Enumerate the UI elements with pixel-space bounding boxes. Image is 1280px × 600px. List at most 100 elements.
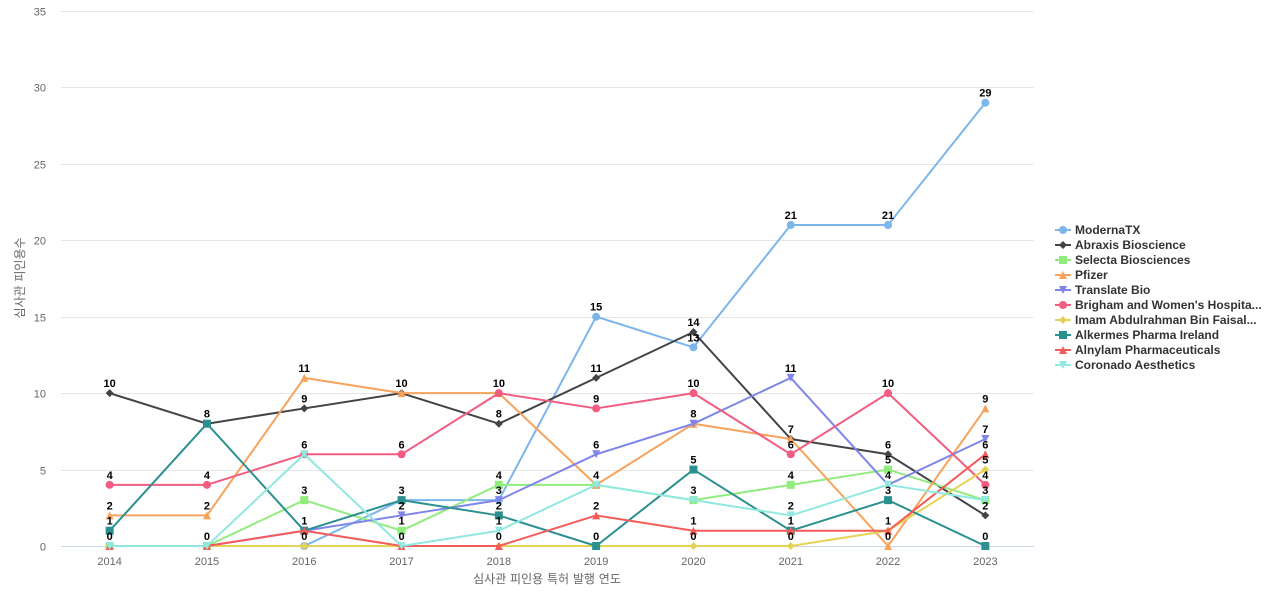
data-label: 3 bbox=[885, 485, 891, 497]
y-tick-label: 0 bbox=[40, 542, 46, 554]
data-label: 8 bbox=[496, 409, 502, 421]
series-point bbox=[494, 511, 503, 520]
y-tick-label: 15 bbox=[34, 313, 46, 325]
series-point bbox=[981, 450, 990, 459]
series-point bbox=[786, 450, 795, 459]
legend-item: Alkermes Pharma Ireland bbox=[1055, 328, 1219, 342]
series-point bbox=[981, 465, 990, 474]
data-label: 0 bbox=[593, 531, 599, 543]
data-label: 1 bbox=[690, 516, 696, 528]
series-point bbox=[592, 312, 601, 321]
data-label: 29 bbox=[979, 88, 991, 100]
series-point bbox=[494, 419, 503, 428]
legend-item: Coronado Aesthetics bbox=[1055, 358, 1196, 372]
data-label: 9 bbox=[301, 393, 307, 405]
series-point bbox=[494, 542, 503, 550]
series-point bbox=[202, 511, 211, 520]
legend-item: Selecta Biosciences bbox=[1055, 253, 1191, 267]
series-point bbox=[105, 526, 114, 535]
data-label: 0 bbox=[301, 531, 307, 543]
x-tick-label: 2019 bbox=[584, 556, 608, 568]
data-label: 21 bbox=[882, 210, 894, 222]
series-point bbox=[981, 511, 990, 520]
series-point bbox=[494, 526, 503, 535]
data-label: 4 bbox=[593, 470, 600, 482]
series-point bbox=[105, 511, 114, 520]
series-point bbox=[786, 221, 795, 229]
y-tick-label: 30 bbox=[34, 83, 46, 95]
series-point bbox=[689, 496, 698, 505]
data-label: 2 bbox=[398, 500, 404, 512]
series bbox=[105, 450, 990, 550]
y-axis-ticks: 0 5 10 15 20 25 30 35 bbox=[34, 7, 46, 554]
series-point bbox=[884, 389, 893, 398]
data-label: 3 bbox=[982, 485, 988, 497]
series-point bbox=[300, 404, 309, 413]
data-label: 4 bbox=[107, 470, 114, 482]
series-point bbox=[786, 373, 795, 382]
series-point bbox=[981, 496, 990, 505]
data-label: 1 bbox=[301, 516, 307, 528]
y-tick-label: 5 bbox=[40, 466, 46, 478]
series-point bbox=[300, 373, 309, 382]
series-point bbox=[494, 389, 503, 398]
data-label: 1 bbox=[398, 516, 404, 528]
series-point bbox=[592, 404, 601, 413]
data-label: 6 bbox=[593, 439, 599, 451]
data-label: 7 bbox=[788, 424, 794, 436]
series-point bbox=[494, 480, 503, 489]
series-point bbox=[884, 496, 893, 505]
series-point bbox=[1059, 241, 1067, 249]
series-line bbox=[109, 468, 986, 547]
series-point bbox=[300, 526, 309, 535]
x-tick-label: 2017 bbox=[389, 556, 413, 568]
series-point bbox=[105, 480, 114, 489]
data-label: 21 bbox=[785, 210, 797, 222]
series-point bbox=[689, 419, 698, 428]
data-label: 8 bbox=[204, 409, 210, 421]
series-line bbox=[109, 453, 986, 547]
series-point bbox=[786, 526, 795, 535]
y-axis-title: 심사관 피인용수 bbox=[13, 237, 27, 318]
series-point bbox=[592, 511, 601, 520]
data-label: 2 bbox=[788, 500, 794, 512]
legend-item: Brigham and Women's Hospita... bbox=[1055, 298, 1262, 312]
data-label: 4 bbox=[885, 470, 892, 482]
series-point bbox=[397, 389, 406, 398]
series-point bbox=[981, 404, 990, 413]
data-label: 10 bbox=[882, 378, 894, 390]
legend-item: Pfizer bbox=[1055, 268, 1108, 282]
series-point bbox=[1059, 361, 1067, 369]
series-point bbox=[1059, 301, 1067, 309]
legend-label: Pfizer bbox=[1075, 268, 1108, 282]
series-point bbox=[397, 450, 406, 459]
legend-item: Translate Bio bbox=[1055, 283, 1150, 297]
series-point bbox=[1059, 286, 1067, 294]
y-tick-label: 20 bbox=[34, 236, 46, 248]
series-line bbox=[109, 331, 986, 517]
data-label: 11 bbox=[785, 363, 797, 375]
series-point bbox=[1059, 256, 1067, 264]
series-point bbox=[884, 480, 893, 489]
series-point bbox=[397, 496, 406, 505]
data-label: 1 bbox=[885, 516, 891, 528]
series-line bbox=[109, 468, 986, 547]
series-point bbox=[592, 450, 601, 459]
series-point bbox=[981, 435, 990, 443]
data-label: 14 bbox=[687, 317, 700, 329]
series-point bbox=[592, 480, 601, 489]
series-point bbox=[300, 496, 309, 505]
series-point bbox=[202, 480, 211, 489]
data-label: 3 bbox=[496, 485, 502, 497]
series-point bbox=[105, 389, 114, 398]
data-label: 6 bbox=[788, 439, 794, 451]
series-point bbox=[689, 343, 698, 352]
data-label: 11 bbox=[298, 363, 310, 375]
legend-item: Alnylam Pharmaceuticals bbox=[1055, 343, 1221, 357]
data-label: 4 bbox=[496, 470, 503, 482]
series-point bbox=[202, 419, 211, 428]
data-label: 9 bbox=[593, 393, 599, 405]
series-point bbox=[1059, 346, 1067, 354]
data-label: 4 bbox=[204, 470, 211, 482]
